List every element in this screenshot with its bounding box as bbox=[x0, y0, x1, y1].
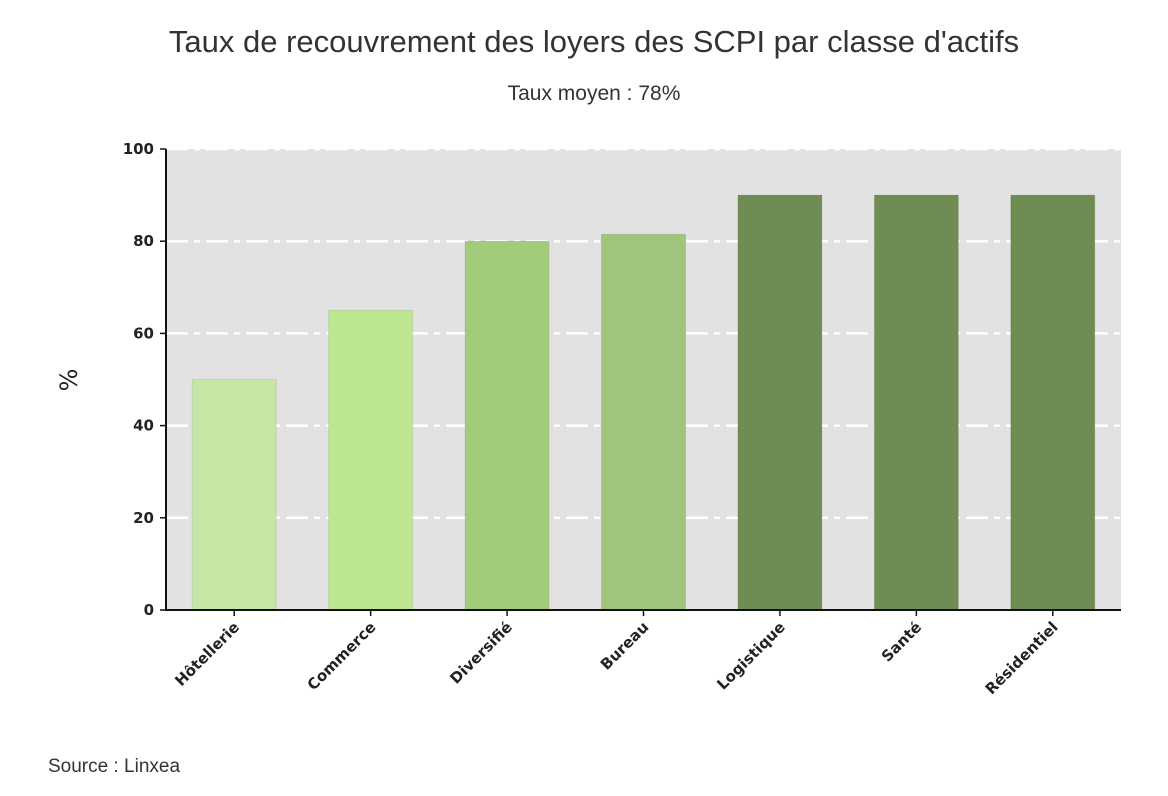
y-ticks: 0 20 40 60 80 100 bbox=[123, 140, 166, 619]
x-tick-label: Logistique bbox=[713, 618, 788, 693]
x-tick-label: Diversifié bbox=[446, 618, 516, 688]
source-note: Source : Linxea bbox=[48, 756, 181, 777]
bar-2 bbox=[464, 240, 550, 611]
y-tick-label: 40 bbox=[133, 417, 154, 435]
bars bbox=[191, 194, 1096, 611]
x-tick-label: Bureau bbox=[597, 618, 652, 673]
chart-title: Taux de recouvrement des loyers des SCPI… bbox=[168, 24, 1020, 59]
y-tick-label: 80 bbox=[133, 232, 154, 250]
x-ticks: Hôtellerie Commerce Diversifié Bureau Logist… bbox=[171, 610, 1062, 698]
y-tick-label: 0 bbox=[144, 601, 154, 619]
x-tick-label: Résidentiel bbox=[982, 618, 1062, 698]
bar-1 bbox=[328, 309, 414, 611]
bar-3 bbox=[601, 233, 686, 611]
x-tick-label: Santé bbox=[878, 618, 925, 665]
y-tick-label: 20 bbox=[133, 509, 154, 527]
chart-subtitle: Taux moyen : 78% bbox=[507, 82, 681, 105]
y-tick-label: 100 bbox=[123, 140, 154, 158]
bar-4 bbox=[737, 194, 823, 611]
bar-0 bbox=[191, 379, 277, 611]
bar-5 bbox=[873, 194, 959, 611]
y-tick-label: 60 bbox=[133, 324, 154, 342]
x-tick-label: Hôtellerie bbox=[171, 618, 243, 690]
bar-6 bbox=[1010, 194, 1096, 611]
x-tick-label: Commerce bbox=[304, 618, 380, 694]
y-axis-title: % bbox=[55, 369, 83, 392]
